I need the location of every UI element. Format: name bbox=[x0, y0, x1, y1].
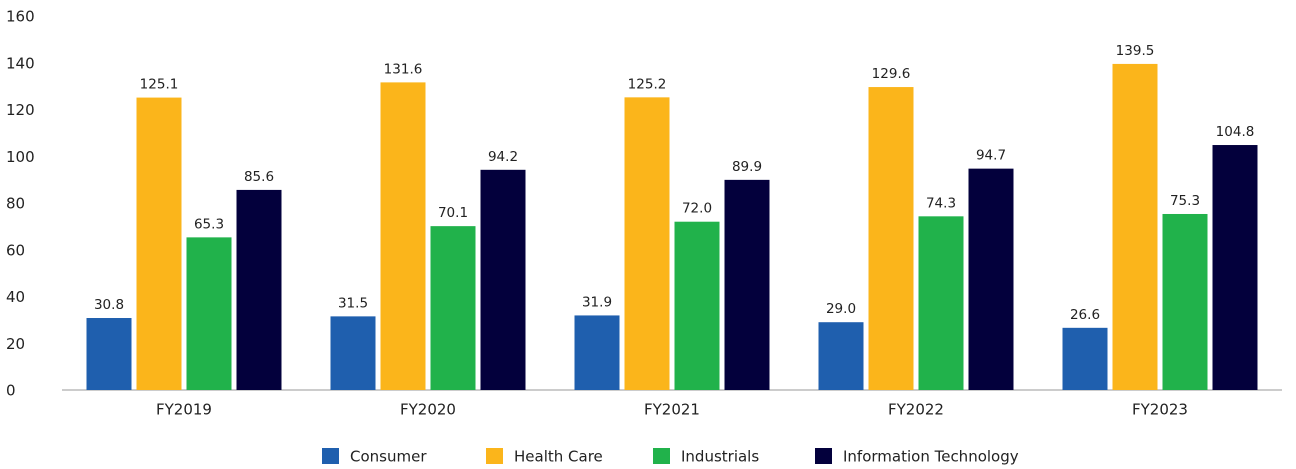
x-tick-label: FY2020 bbox=[400, 401, 456, 419]
value-label: 125.2 bbox=[628, 76, 667, 92]
value-label: 131.6 bbox=[384, 61, 423, 77]
bar bbox=[480, 169, 526, 390]
x-tick-label: FY2023 bbox=[1132, 401, 1188, 419]
y-tick-label: 160 bbox=[6, 8, 35, 26]
value-label: 26.6 bbox=[1070, 307, 1100, 323]
value-label: 89.9 bbox=[732, 159, 762, 175]
value-label: 31.5 bbox=[338, 295, 368, 311]
value-label: 72.0 bbox=[682, 201, 712, 217]
y-tick-label: 140 bbox=[6, 54, 35, 72]
bar bbox=[86, 318, 132, 390]
value-label: 94.2 bbox=[488, 149, 518, 165]
bar bbox=[430, 226, 476, 390]
legend-swatch bbox=[815, 448, 832, 464]
bar bbox=[724, 179, 770, 390]
value-label: 74.3 bbox=[926, 195, 956, 211]
bar bbox=[674, 221, 720, 390]
bar bbox=[818, 322, 864, 390]
x-tick-label: FY2021 bbox=[644, 401, 700, 419]
bar bbox=[1062, 327, 1108, 390]
value-label: 75.3 bbox=[1170, 193, 1200, 209]
y-tick-label: 100 bbox=[6, 148, 35, 166]
bar bbox=[1112, 63, 1158, 390]
value-label: 31.9 bbox=[582, 294, 612, 310]
legend-swatch bbox=[653, 448, 670, 464]
value-label: 104.8 bbox=[1216, 124, 1255, 140]
value-label: 30.8 bbox=[94, 297, 124, 313]
value-label: 70.1 bbox=[438, 205, 468, 221]
x-tick-label: FY2022 bbox=[888, 401, 944, 419]
y-tick-label: 80 bbox=[6, 195, 25, 213]
value-label: 65.3 bbox=[194, 216, 224, 232]
value-label: 129.6 bbox=[872, 66, 911, 82]
value-label: 85.6 bbox=[244, 169, 274, 185]
legend-swatch bbox=[322, 448, 339, 464]
bar bbox=[574, 315, 620, 390]
value-label: 29.0 bbox=[826, 301, 856, 317]
y-tick-label: 60 bbox=[6, 241, 25, 259]
legend-label: Information Technology bbox=[843, 448, 1019, 466]
y-tick-label: 40 bbox=[6, 288, 25, 306]
bar bbox=[1162, 213, 1208, 390]
bar bbox=[624, 97, 670, 390]
y-tick-label: 120 bbox=[6, 101, 35, 119]
bar bbox=[136, 97, 182, 391]
bar bbox=[380, 82, 426, 390]
value-label: 139.5 bbox=[1116, 43, 1155, 59]
bar bbox=[330, 316, 376, 390]
bar bbox=[236, 189, 282, 390]
value-label: 125.1 bbox=[140, 77, 179, 93]
y-tick-label: 20 bbox=[6, 335, 25, 353]
legend-label: Industrials bbox=[681, 448, 759, 466]
legend-label: Health Care bbox=[514, 448, 603, 466]
legend-label: Consumer bbox=[350, 448, 427, 466]
legend-swatch bbox=[486, 448, 503, 464]
y-tick-label: 0 bbox=[6, 382, 16, 400]
value-label: 94.7 bbox=[976, 148, 1006, 164]
bar bbox=[186, 237, 232, 390]
bar bbox=[1212, 145, 1258, 390]
bar bbox=[968, 168, 1014, 390]
bar bbox=[868, 87, 914, 390]
x-tick-label: FY2019 bbox=[156, 401, 212, 419]
bar bbox=[918, 216, 964, 390]
